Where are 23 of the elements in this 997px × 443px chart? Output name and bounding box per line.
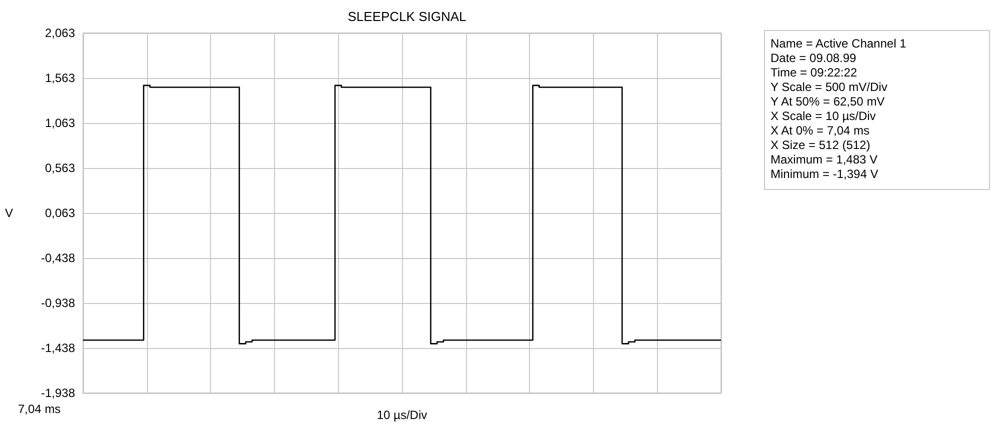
text: Name = Active Channel 1 — [770, 36, 907, 50]
y-tick-label: 2,063 — [44, 26, 76, 40]
text: Maximum = 1,483 V — [770, 152, 878, 166]
y-tick-label: -1,938 — [40, 386, 76, 400]
y-tick-label: -0,438 — [40, 251, 76, 266]
text: X Size = 512 (512) — [770, 138, 870, 152]
y-tick-label: -0,938 — [40, 296, 76, 310]
y-tick-label: 0,563 — [44, 160, 76, 175]
text: X At 0% = 7,04 ms — [770, 124, 870, 138]
y-tick-label: 0,063 — [44, 206, 76, 220]
y-tick-label: -1,438 — [40, 341, 76, 356]
text: Time = 09:22:22 — [770, 66, 858, 80]
x-axis-title: 10 µs/Div — [376, 408, 428, 422]
text: Y At 50% = 62,50 mV — [770, 94, 885, 108]
y-tick-label: 1,563 — [44, 70, 76, 85]
text: 7,04 ms — [18, 402, 61, 416]
y-axis-title: V — [4, 206, 13, 220]
y-tick-label: 1,063 — [44, 116, 76, 130]
text: X Scale = 10 µs/Div — [770, 109, 876, 123]
text: Date = 09.08.99 — [770, 51, 857, 65]
chart-title: SLEEPCLK SIGNAL — [348, 9, 466, 24]
text: Minimum = -1,394 V — [770, 167, 878, 181]
text: Y Scale = 500 mV/Div — [770, 80, 888, 94]
